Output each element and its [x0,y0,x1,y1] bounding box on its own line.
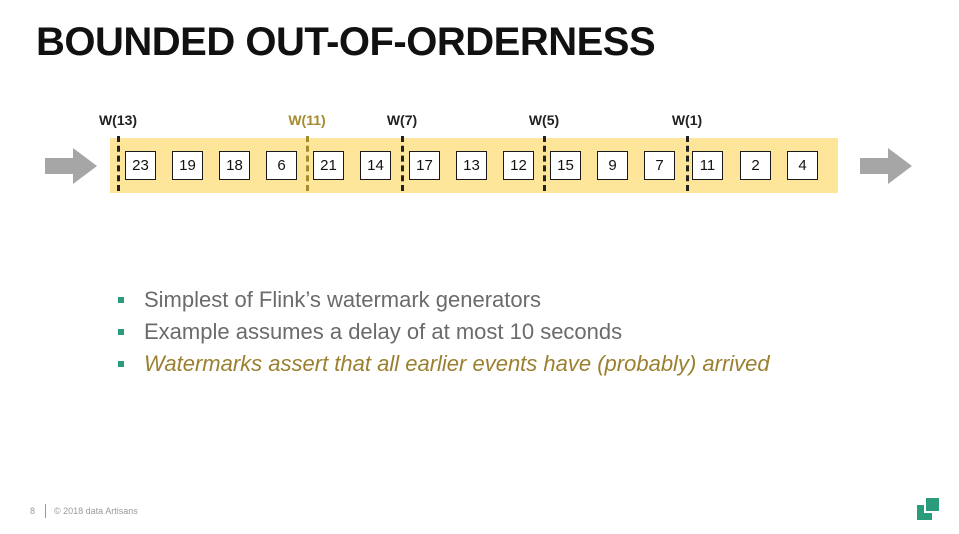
watermark-label: W(5) [528,112,560,128]
watermark-label: W(7) [386,112,418,128]
event-box: 23 [125,151,156,180]
event-box: 19 [172,151,203,180]
event-box: 12 [503,151,534,180]
bullet-item: Example assumes a delay of at most 10 se… [118,316,770,348]
slide-title: BOUNDED OUT-OF-ORDERNESS [36,20,656,64]
event-box: 21 [313,151,344,180]
page-number: 8 [30,506,36,516]
watermark-marker [686,136,689,191]
event-box: 17 [409,151,440,180]
bullet-list: Simplest of Flink’s watermark generators… [118,284,770,380]
data-artisans-logo-icon [917,497,941,520]
event-box: 9 [597,151,628,180]
event-box: 11 [692,151,723,180]
bullet-icon [118,297,124,303]
event-box: 13 [456,151,487,180]
watermark-marker [306,136,309,191]
footer-divider [45,504,47,518]
watermark-marker [543,136,546,191]
bullet-icon [118,329,124,335]
event-box: 15 [550,151,581,180]
output-arrow-icon [860,148,912,184]
copyright-text: © 2018 data Artisans [54,506,138,516]
event-box: 14 [360,151,391,180]
event-box: 6 [266,151,297,180]
bullet-icon [118,361,124,367]
watermark-label: W(1) [671,112,703,128]
watermark-marker [401,136,404,191]
event-box: 7 [644,151,675,180]
bullet-item: Watermarks assert that all earlier event… [118,348,770,380]
slide-footer: 8 © 2018 data Artisans [30,504,138,518]
watermark-marker [117,136,120,191]
watermark-label: W(13) [98,112,138,128]
bullet-item: Simplest of Flink’s watermark generators [118,284,770,316]
watermark-label: W(11) [288,112,326,128]
event-box: 18 [219,151,250,180]
input-arrow-icon [45,148,97,184]
event-box: 2 [740,151,771,180]
event-box: 4 [787,151,818,180]
